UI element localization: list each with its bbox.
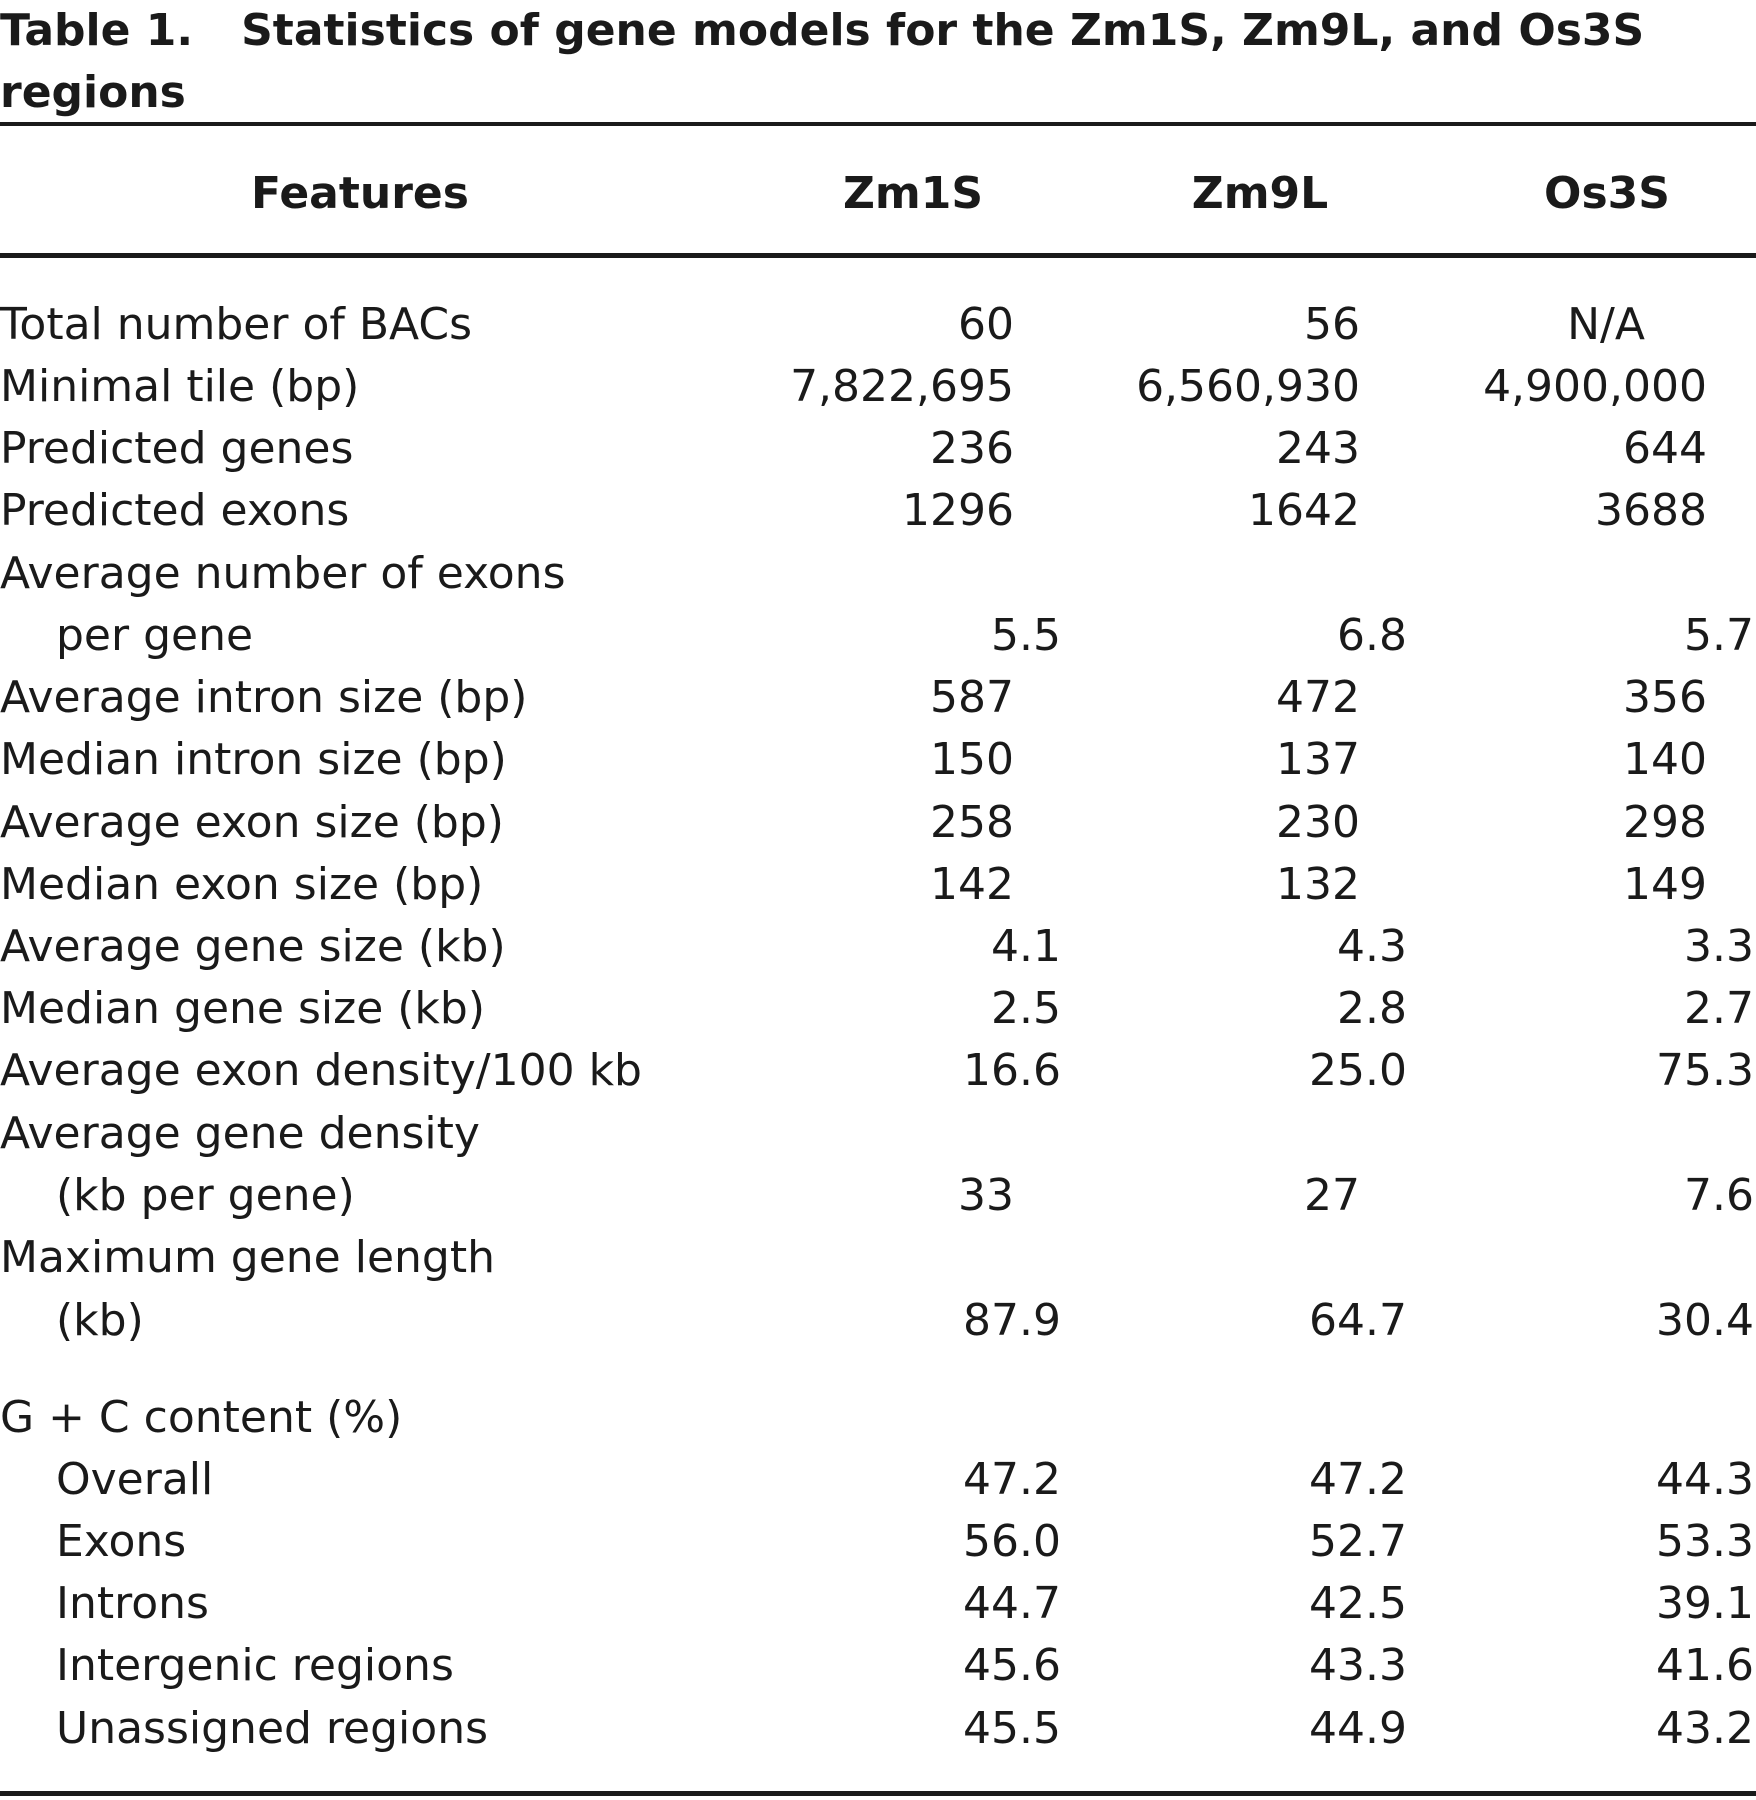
caption-line-2: regions (0, 67, 186, 118)
cell-zm9l: 132 (1276, 859, 1360, 910)
cell-os3s: 30.4 (1656, 1295, 1754, 1346)
cell-zm9l: 472 (1276, 672, 1360, 723)
header-os3s: Os3S (1544, 168, 1670, 219)
cell-os3s: 75.3 (1656, 1045, 1754, 1096)
cell-zm9l: 2.8 (1337, 983, 1407, 1034)
table-caption: Table 1. Statistics of gene models for th… (0, 0, 1756, 124)
cell-zm1s: 56.0 (963, 1516, 1061, 1567)
row-label: Median exon size (bp) (0, 859, 484, 910)
cell-zm9l: 64.7 (1309, 1295, 1407, 1346)
cell-zm1s: 587 (930, 672, 1014, 723)
cell-zm1s: 7,822,695 (790, 361, 1014, 412)
row-label: Introns (56, 1578, 209, 1629)
row-label: Exons (56, 1516, 187, 1567)
header-zm1s: Zm1S (842, 168, 984, 219)
row-label: Predicted exons (0, 485, 350, 536)
header-zm9l: Zm9L (1191, 168, 1329, 219)
cell-zm1s: 142 (930, 859, 1014, 910)
cell-os3s: 356 (1623, 672, 1707, 723)
cell-os3s: 4,900,000 (1483, 361, 1707, 412)
cell-zm9l: 25.0 (1309, 1045, 1407, 1096)
cell-os3s: 39.1 (1656, 1578, 1754, 1629)
cell-zm1s: 60 (958, 299, 1014, 350)
top-rule (0, 122, 1756, 126)
row-label: Unassigned regions (56, 1703, 489, 1754)
cell-os3s: 298 (1623, 797, 1707, 848)
cell-zm1s: 258 (930, 797, 1014, 848)
cell-zm1s: 2.5 (991, 983, 1061, 1034)
cell-os3s: 7.6 (1684, 1170, 1754, 1221)
row-label: Median gene size (kb) (0, 983, 486, 1034)
row-label: Maximum gene length (0, 1232, 495, 1283)
cell-zm1s: 87.9 (963, 1295, 1061, 1346)
row-label: Average gene size (kb) (0, 921, 506, 972)
cell-zm9l: 56 (1304, 299, 1360, 350)
cell-zm9l: 4.3 (1337, 921, 1407, 972)
cell-zm9l: 6.8 (1337, 610, 1407, 661)
cell-zm9l: 27 (1304, 1170, 1360, 1221)
row-label: Median intron size (bp) (0, 734, 507, 785)
cell-os3s: 43.2 (1656, 1703, 1754, 1754)
cell-os3s: 140 (1623, 734, 1707, 785)
cell-os3s: 41.6 (1656, 1640, 1754, 1691)
cell-zm1s: 5.5 (991, 610, 1061, 661)
header-features: Features (251, 168, 469, 219)
table-title: Statistics of gene models for the Zm1S, … (241, 5, 1645, 56)
cell-os3s: 3688 (1595, 485, 1707, 536)
cell-zm1s: 44.7 (963, 1578, 1061, 1629)
cell-zm1s: 4.1 (991, 921, 1061, 972)
row-label: Average gene density (0, 1108, 480, 1159)
row-label: Minimal tile (bp) (0, 361, 360, 412)
cell-os3s: 2.7 (1684, 983, 1754, 1034)
row-label: Average exon density/100 kb (0, 1045, 642, 1096)
cell-zm9l: 137 (1276, 734, 1360, 785)
row-label: Intergenic regions (56, 1640, 454, 1691)
row-label-continued: (kb per gene) (56, 1170, 355, 1221)
row-label: Overall (56, 1454, 214, 1505)
cell-zm9l: 6,560,930 (1136, 361, 1360, 412)
bottom-rule (0, 1791, 1756, 1796)
cell-os3s: 5.7 (1684, 610, 1754, 661)
cell-zm1s: 47.2 (963, 1454, 1061, 1505)
table-label: Table 1. (0, 5, 194, 56)
row-label: Average intron size (bp) (0, 672, 528, 723)
cell-zm1s: 45.5 (963, 1703, 1061, 1754)
cell-zm9l: 44.9 (1309, 1703, 1407, 1754)
row-label: Total number of BACs (0, 299, 473, 350)
cell-os3s: 644 (1623, 423, 1707, 474)
row-label: Predicted genes (0, 423, 354, 474)
cell-zm9l: 1642 (1248, 485, 1360, 536)
cell-os3s: 44.3 (1656, 1454, 1754, 1505)
cell-os3s: 149 (1623, 859, 1707, 910)
cell-zm1s: 33 (958, 1170, 1014, 1221)
cell-zm9l: 47.2 (1309, 1454, 1407, 1505)
cell-os3s: N/A (1567, 299, 1645, 350)
header-rule (0, 253, 1756, 258)
cell-zm9l: 43.3 (1309, 1640, 1407, 1691)
cell-zm9l: 42.5 (1309, 1578, 1407, 1629)
row-label: Average number of exons (0, 548, 566, 599)
cell-zm1s: 236 (930, 423, 1014, 474)
section-label: G + C content (%) (0, 1392, 403, 1443)
cell-zm9l: 230 (1276, 797, 1360, 848)
cell-zm1s: 16.6 (963, 1045, 1061, 1096)
cell-zm1s: 1296 (902, 485, 1014, 536)
cell-zm1s: 45.6 (963, 1640, 1061, 1691)
caption-line-1: Table 1. Statistics of gene models for th… (0, 0, 1756, 62)
row-label-continued: (kb) (56, 1295, 144, 1346)
cell-os3s: 53.3 (1656, 1516, 1754, 1567)
cell-zm9l: 52.7 (1309, 1516, 1407, 1567)
cell-zm1s: 150 (930, 734, 1014, 785)
row-label-continued: per gene (56, 610, 254, 661)
cell-zm9l: 243 (1276, 423, 1360, 474)
row-label: Average exon size (bp) (0, 797, 504, 848)
cell-os3s: 3.3 (1684, 921, 1754, 972)
